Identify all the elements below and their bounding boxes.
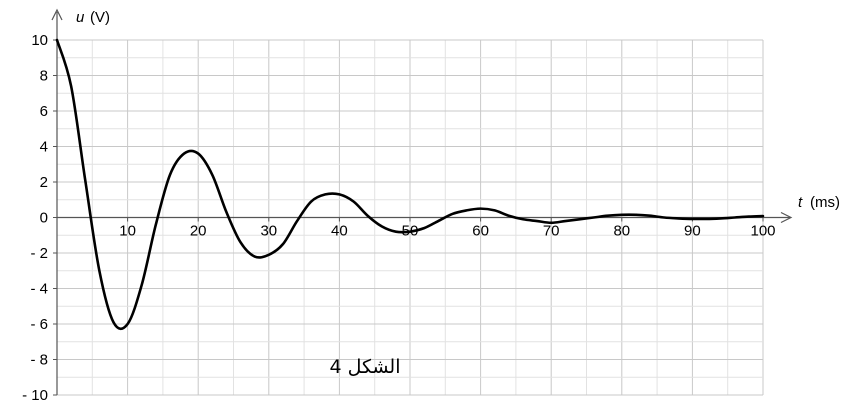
x-tick-label: 60 <box>472 223 489 240</box>
series-line-u <box>55 38 765 331</box>
x-tick-label: 10 <box>119 223 136 240</box>
y-tick-label: - 8 <box>30 352 48 369</box>
y-tick-label: - 10 <box>22 387 48 404</box>
y-tick-label: 2 <box>40 174 48 191</box>
y-tick-label: 0 <box>40 210 48 227</box>
x-axis-label-unit: (ms) <box>810 194 840 211</box>
x-tick-label: 90 <box>684 223 701 240</box>
x-axis-arrow-icon <box>780 211 793 224</box>
y-axis-label-symbol: u <box>76 9 85 26</box>
x-axis-label-symbol: t <box>798 194 803 211</box>
x-tick-label: 30 <box>260 223 277 240</box>
y-tick-label: - 6 <box>30 316 48 333</box>
x-tick-label: 70 <box>543 223 560 240</box>
y-axis-label-unit: (V) <box>90 9 110 26</box>
y-tick-label: - 2 <box>30 245 48 262</box>
x-tick-label: 40 <box>331 223 348 240</box>
x-tick-label: 100 <box>750 223 775 240</box>
y-axis-arrow-icon <box>51 8 63 21</box>
figure-caption: الشكل 4 <box>329 356 400 378</box>
plot-area <box>55 38 765 331</box>
x-tick-label: 20 <box>190 223 207 240</box>
y-tick-label: 6 <box>40 103 48 120</box>
x-tick-label: 80 <box>613 223 630 240</box>
y-tick-label: 8 <box>40 68 48 85</box>
y-tick-label: 4 <box>40 139 48 156</box>
y-tick-label: 10 <box>31 32 48 49</box>
y-tick-label: - 4 <box>30 281 48 298</box>
